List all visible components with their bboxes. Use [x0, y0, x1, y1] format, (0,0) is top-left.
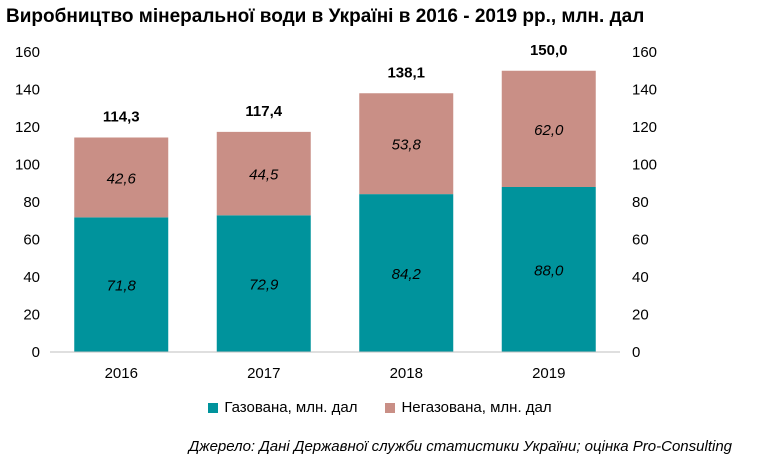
bars: 71,8 42,6 114,3 72,9 44,5 117,4 84,2 53,8 138,1 8…: [74, 42, 596, 352]
data-label-still: 62,0: [534, 122, 564, 139]
bar-segment-still: [216, 131, 311, 216]
y-tick-label-right: 140: [632, 82, 657, 99]
x-tick-label: 2016: [105, 365, 138, 382]
y-tick-label-right: 160: [632, 44, 657, 61]
legend-label-carbonated: Газована, млн. дал: [224, 399, 358, 416]
bar-segment-still: [501, 70, 596, 187]
data-label-carbonated: 72,9: [249, 277, 279, 294]
x-tick-label: 2018: [390, 365, 423, 382]
bar-segment-carbonated: [359, 194, 454, 352]
bar-segment-still: [74, 137, 169, 218]
data-label-carbonated: 71,8: [107, 278, 137, 295]
y-tick-label-left: 20: [23, 307, 40, 324]
legend-item-still: Негазована, млн. дал: [385, 399, 552, 416]
y-tick-label-left: 40: [23, 269, 40, 286]
legend: Газована, млн. дал Негазована, млн. дал: [0, 399, 760, 416]
bar-segment-carbonated: [216, 215, 311, 352]
total-label: 114,3: [103, 109, 140, 126]
y-tick-label-left: 160: [15, 44, 40, 61]
bar-segment-still: [359, 93, 454, 195]
data-label-still: 42,6: [107, 170, 137, 187]
y-tick-label-right: 80: [632, 194, 649, 211]
y-tick-label-right: 40: [632, 269, 649, 286]
bar-segment-carbonated: [501, 187, 596, 352]
y-axis-right: 0 20 40 60 80 100 120 140 160: [632, 44, 657, 361]
source-note: Джерело: Дані Державної служби статистик…: [188, 438, 732, 455]
legend-item-carbonated: Газована, млн. дал: [208, 399, 357, 416]
chart-title: Виробництво мінеральної води в Україні в…: [6, 6, 645, 27]
y-tick-label-left: 100: [15, 157, 40, 174]
y-tick-label-left: 120: [15, 119, 40, 136]
y-tick-label-right: 100: [632, 157, 657, 174]
y-tick-label-left: 140: [15, 82, 40, 99]
y-tick-label-left: 80: [23, 194, 40, 211]
x-axis-labels: 2016 2017 2018 2019: [105, 365, 566, 382]
total-label: 150,0: [530, 42, 568, 59]
data-label-still: 53,8: [392, 137, 422, 154]
total-label: 138,1: [387, 64, 425, 81]
bar-chart: 0 20 40 60 80 100 120 140 160 0 20 40 60 80 100 120 140…: [15, 42, 657, 382]
y-tick-label-right: 120: [632, 119, 657, 136]
total-label: 117,4: [245, 103, 282, 120]
legend-swatch-still: [385, 402, 396, 413]
y-axis-left: 0 20 40 60 80 100 120 140 160: [15, 44, 40, 361]
bar-segment-carbonated: [74, 217, 169, 352]
x-tick-label: 2019: [532, 365, 565, 382]
y-tick-label-right: 20: [632, 307, 649, 324]
y-tick-label-left: 0: [32, 344, 40, 361]
data-label-carbonated: 84,2: [392, 266, 422, 283]
y-tick-label-right: 0: [632, 344, 640, 361]
y-tick-label-left: 60: [23, 232, 40, 249]
data-label-still: 44,5: [249, 167, 279, 184]
legend-swatch-carbonated: [208, 402, 219, 413]
y-tick-label-right: 60: [632, 232, 649, 249]
x-tick-label: 2017: [247, 365, 280, 382]
data-label-carbonated: 88,0: [534, 263, 564, 280]
legend-label-still: Негазована, млн. дал: [401, 399, 552, 416]
